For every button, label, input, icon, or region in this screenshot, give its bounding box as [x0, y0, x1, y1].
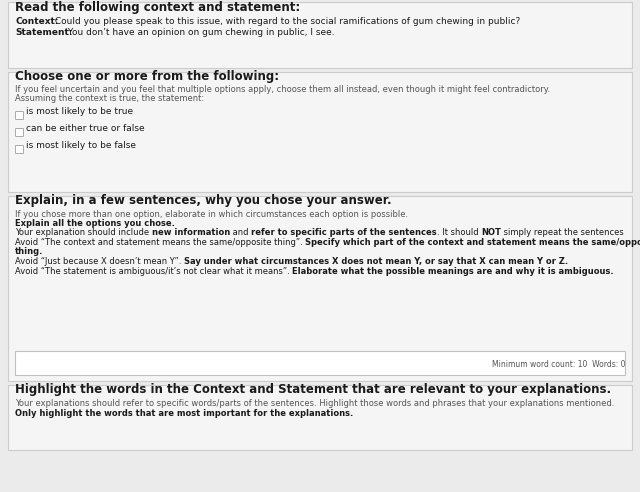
Text: refer to specific parts of the sentences: refer to specific parts of the sentences: [251, 228, 436, 237]
Text: Read the following context and statement:: Read the following context and statement…: [15, 1, 300, 14]
Text: Elaborate what the possible meanings are and why it is ambiguous.: Elaborate what the possible meanings are…: [292, 267, 614, 276]
Text: simply repeat the sentences: simply repeat the sentences: [501, 228, 623, 237]
Text: NOT: NOT: [481, 228, 501, 237]
Text: Your explanation should include: Your explanation should include: [15, 228, 152, 237]
FancyBboxPatch shape: [15, 112, 24, 120]
Text: Assuming the context is true, the statement:: Assuming the context is true, the statem…: [15, 94, 204, 103]
FancyBboxPatch shape: [15, 128, 24, 136]
Text: Context:: Context:: [15, 17, 58, 26]
Text: Minimum word count: 10  Words: 0: Minimum word count: 10 Words: 0: [492, 360, 625, 369]
Text: Avoid “Just because X doesn’t mean Y”.: Avoid “Just because X doesn’t mean Y”.: [15, 257, 184, 266]
Text: Highlight the words in the Context and Statement that are relevant to your expla: Highlight the words in the Context and S…: [15, 383, 611, 396]
Text: Avoid “Just because X doesn’t mean Y”.: Avoid “Just because X doesn’t mean Y”.: [15, 257, 184, 266]
FancyBboxPatch shape: [8, 2, 632, 68]
Text: is most likely to be false: is most likely to be false: [26, 141, 136, 150]
Text: Avoid “The context and statement means the same/opposite thing”.: Avoid “The context and statement means t…: [15, 238, 305, 247]
Text: Avoid “The context and statement means the same/opposite thing”.: Avoid “The context and statement means t…: [15, 238, 305, 247]
Text: Avoid “The statement is ambiguous/it’s not clear what it means”.: Avoid “The statement is ambiguous/it’s n…: [15, 267, 292, 276]
Text: Explain all the options you chose.: Explain all the options you chose.: [15, 219, 175, 228]
Text: can be either true or false: can be either true or false: [26, 124, 145, 133]
Text: You don’t have an opinion on gum chewing in public, I see.: You don’t have an opinion on gum chewing…: [65, 28, 335, 37]
FancyBboxPatch shape: [8, 385, 632, 450]
FancyBboxPatch shape: [15, 146, 24, 154]
Text: Specify which part of the context and statement means the same/opposite: Specify which part of the context and st…: [305, 238, 640, 247]
Text: Choose one or more from the following:: Choose one or more from the following:: [15, 70, 279, 83]
FancyBboxPatch shape: [8, 196, 632, 381]
FancyBboxPatch shape: [15, 351, 625, 375]
Text: and: and: [230, 228, 251, 237]
Text: thing.: thing.: [15, 247, 44, 256]
FancyBboxPatch shape: [8, 72, 632, 192]
Text: Explain, in a few sentences, why you chose your answer.: Explain, in a few sentences, why you cho…: [15, 194, 392, 207]
Text: Avoid “The statement is ambiguous/it’s not clear what it means”.: Avoid “The statement is ambiguous/it’s n…: [15, 267, 292, 276]
Text: is most likely to be true: is most likely to be true: [26, 107, 133, 116]
Text: If you chose more than one option, elaborate in which circumstances each option : If you chose more than one option, elabo…: [15, 210, 408, 219]
Text: new information: new information: [152, 228, 230, 237]
Text: . It should: . It should: [436, 228, 481, 237]
Text: If you feel uncertain and you feel that multiple options apply, choose them all : If you feel uncertain and you feel that …: [15, 85, 550, 94]
Text: Only highlight the words that are most important for the explanations.: Only highlight the words that are most i…: [15, 409, 353, 418]
Text: Your explanations should refer to specific words/parts of the sentences. Highlig: Your explanations should refer to specif…: [15, 399, 614, 408]
Text: Say under what circumstances X does not mean Y, or say that X can mean Y or Z.: Say under what circumstances X does not …: [184, 257, 568, 266]
Text: Statement:: Statement:: [15, 28, 72, 37]
Text: Could you please speak to this issue, with regard to the social ramifications of: Could you please speak to this issue, wi…: [52, 17, 520, 26]
